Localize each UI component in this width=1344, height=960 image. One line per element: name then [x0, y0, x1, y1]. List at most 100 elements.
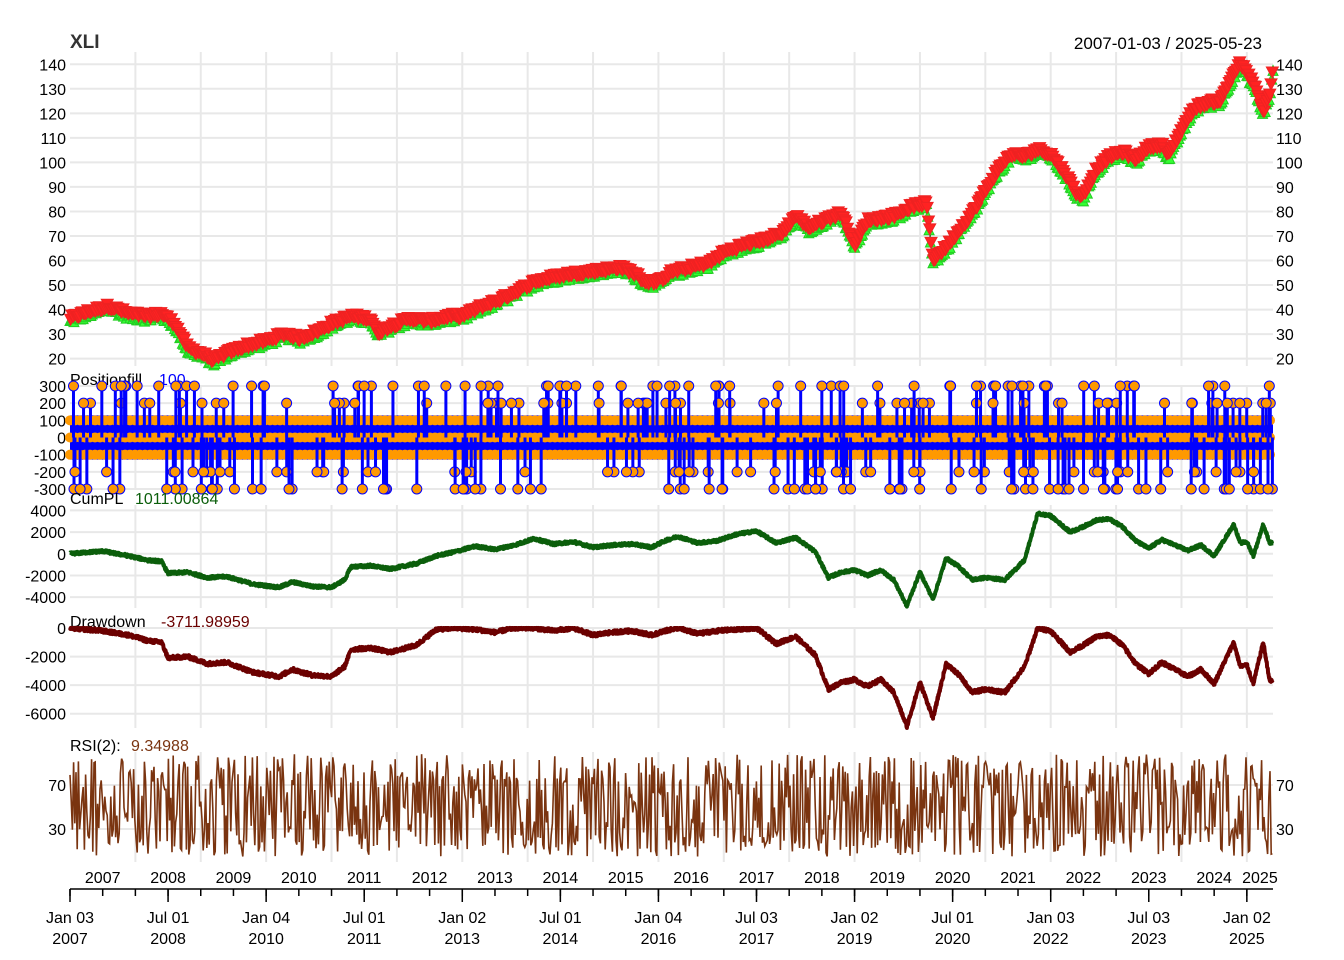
x-tick-year: 2007	[52, 931, 88, 948]
position-marker	[492, 380, 504, 392]
position-marker	[772, 380, 784, 392]
position-marker	[1162, 466, 1174, 478]
cumpl-value: 1011.00864	[135, 491, 218, 508]
x-tick-date: Jan 02	[1223, 910, 1271, 927]
y-tick-label: 20	[48, 352, 66, 369]
position-marker	[187, 466, 199, 478]
position-marker	[620, 466, 632, 478]
position-marker	[1186, 397, 1198, 409]
position-marker	[670, 397, 682, 409]
y-tick-label: -300	[34, 482, 66, 499]
y-tick-label: 30	[48, 822, 66, 839]
position-marker	[838, 380, 850, 392]
position-marker	[1230, 466, 1242, 478]
position-marker	[311, 466, 323, 478]
position-marker	[349, 397, 361, 409]
position-marker	[1052, 483, 1064, 495]
position-marker	[170, 380, 182, 392]
position-marker	[418, 380, 430, 392]
y-tick-label-right: 50	[1276, 278, 1294, 295]
y-tick-label-right: 20	[1276, 352, 1294, 369]
y-tick-label-right: 130	[1276, 82, 1303, 99]
position-marker	[505, 397, 517, 409]
position-marker	[788, 483, 800, 495]
position-marker	[710, 380, 722, 392]
position-marker	[1242, 483, 1254, 495]
position-marker	[724, 380, 736, 392]
position-marker	[1112, 466, 1124, 478]
drawdown-value: -3711.98959	[161, 614, 250, 631]
position-marker	[1155, 483, 1167, 495]
position-marker	[482, 397, 494, 409]
position-marker	[683, 380, 695, 392]
position-marker	[115, 380, 127, 392]
x-year-label: 2025	[1242, 870, 1278, 887]
position-marker	[1006, 380, 1018, 392]
y-tick-label-right: 120	[1276, 106, 1303, 123]
x-tick-year: 2025	[1229, 931, 1265, 948]
position-marker	[872, 380, 884, 392]
position-marker	[602, 466, 614, 478]
position-marker	[459, 380, 471, 392]
position-marker	[768, 483, 780, 495]
position-marker	[865, 466, 877, 478]
position-marker	[908, 380, 920, 392]
position-marker	[968, 466, 980, 478]
x-year-label: 2014	[543, 870, 579, 887]
y-tick-label-right: 100	[1276, 155, 1303, 172]
x-tick-year: 2022	[1033, 931, 1069, 948]
position-marker	[1234, 397, 1246, 409]
position-marker	[188, 380, 200, 392]
drawdown-line	[68, 626, 1275, 730]
position-marker	[519, 466, 531, 478]
position-marker	[810, 483, 822, 495]
y-tick-label: 40	[48, 303, 66, 320]
y-tick-label: -2000	[25, 568, 66, 585]
sell-marker	[1262, 88, 1277, 102]
y-tick-label-right: 70	[1276, 778, 1294, 795]
position-marker	[1159, 397, 1171, 409]
position-marker	[795, 380, 807, 392]
position-marker	[1221, 397, 1233, 409]
y-tick-label: 4000	[30, 503, 66, 520]
y-tick-label: 100	[39, 155, 66, 172]
position-marker	[745, 466, 757, 478]
y-tick-label: 100	[39, 413, 66, 430]
position-marker	[1262, 483, 1274, 495]
cumpl-line	[68, 510, 1275, 609]
y-tick-label: -200	[34, 465, 66, 482]
x-tick-date: Jul 03	[735, 910, 778, 927]
y-tick-label: 110	[40, 131, 66, 148]
position-marker	[387, 380, 399, 392]
position-marker	[538, 397, 550, 409]
position-marker	[258, 380, 270, 392]
x-year-label: 2022	[1066, 870, 1102, 887]
x-tick-date: Jan 03	[1027, 910, 1075, 927]
position-marker	[96, 380, 108, 392]
cumpl-panel: CumPL 1011.00864 -4000 -2000 0 2000 4000	[25, 491, 1275, 609]
position-marker	[1203, 380, 1215, 392]
y-tick-label-right: 90	[1276, 180, 1294, 197]
x-tick-year: 2019	[837, 931, 873, 948]
x-tick-date: Jan 04	[242, 910, 290, 927]
x-tick-year: 2020	[935, 931, 971, 948]
position-marker	[329, 397, 341, 409]
position-marker	[560, 380, 572, 392]
position-marker	[1056, 397, 1068, 409]
y-tick-label: 80	[48, 204, 66, 221]
position-marker	[196, 397, 208, 409]
position-marker	[908, 466, 920, 478]
y-tick-label: 0	[57, 431, 66, 448]
position-marker	[987, 397, 999, 409]
x-tick-year: 2008	[150, 931, 186, 948]
position-marker	[283, 483, 295, 495]
y-tick-label-right: 30	[1276, 822, 1294, 839]
position-marker	[144, 397, 156, 409]
y-tick-label: 200	[39, 396, 66, 413]
sell-marker	[839, 216, 853, 229]
y-tick-label: 50	[48, 278, 66, 295]
position-marker	[475, 380, 487, 392]
position-marker	[131, 380, 143, 392]
position-marker	[74, 483, 86, 495]
